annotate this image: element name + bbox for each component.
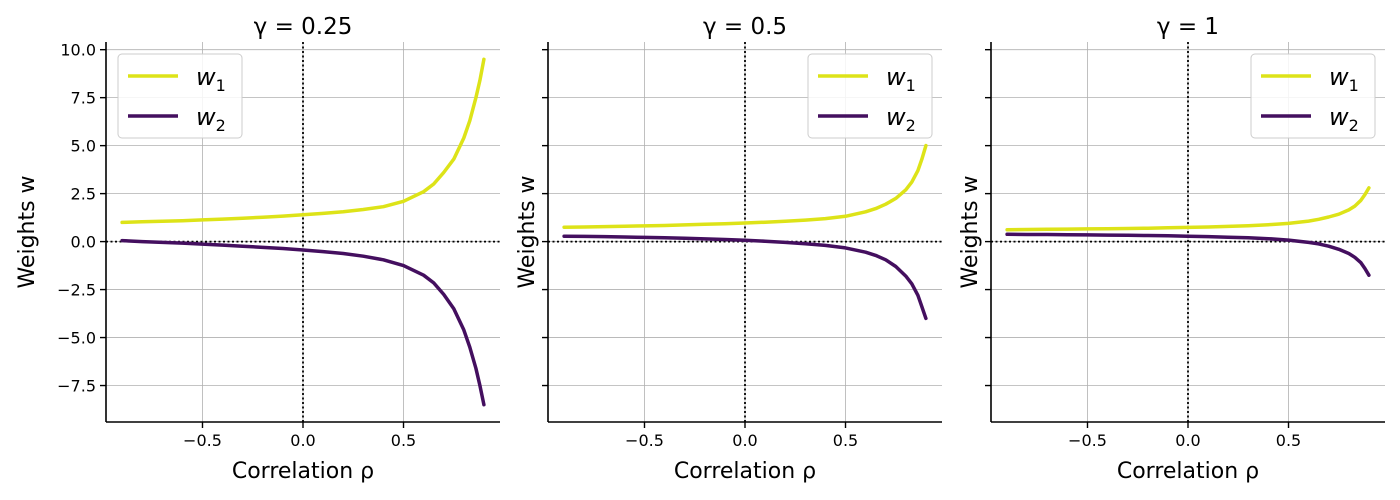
x-axis-title: Correlation ρ [674,459,816,484]
chart-title: γ = 1 [1157,14,1219,40]
legend-label-w1: w1 [886,63,916,95]
y-tick-label: 0.0 [71,233,96,252]
chart-panel-2: −0.5 0.0 0.5 γ = 0.5 Correlation ρ Weights w w… [515,14,942,484]
x-tick-label: −0.5 [625,431,664,450]
chart-title: γ = 0.25 [254,14,353,40]
series-line-w1 [562,143,928,229]
series-line-w2 [562,234,928,321]
series-line-w1 [120,57,486,225]
x-axis-title: Correlation ρ [232,459,374,484]
x-tick-label: 0.5 [391,431,416,450]
legend-label-w2: w2 [1329,103,1359,135]
chart-panel-1: −0.5 0.0 0.5 −7.5 −5.0 −2.5 0.0 2.5 5.0 7.5 10.0 γ … [15,14,500,484]
y-tick-label: 5.0 [71,137,96,156]
series-line-w2 [1005,232,1371,277]
y-tick-label: 7.5 [71,89,96,108]
y-axis-title: Weights w [15,175,40,288]
y-tick-label: 10.0 [60,41,96,60]
series-line-w2 [120,238,486,407]
chart-title: γ = 0.5 [703,14,787,40]
legend-label-w1: w1 [196,63,226,95]
x-axis-title: Correlation ρ [1117,459,1259,484]
x-tick-label: −0.5 [1068,431,1107,450]
y-tick-label: 2.5 [71,185,96,204]
x-tick-label: 0.0 [732,431,757,450]
x-tick-label: 0.0 [1175,431,1200,450]
y-axis-title: Weights w [958,175,983,288]
y-tick-label: −7.5 [57,377,96,396]
y-axis-title: Weights w [515,175,540,288]
x-tick-label: 0.5 [1276,431,1301,450]
x-tick-label: −0.5 [183,431,222,450]
legend-label-w2: w2 [196,103,226,135]
x-tick-label: 0.0 [290,431,315,450]
legend-label-w1: w1 [1329,63,1359,95]
y-tick-label: −2.5 [57,281,96,300]
legend-label-w2: w2 [886,103,916,135]
series-line-w1 [1005,186,1371,232]
x-tick-label: 0.5 [833,431,858,450]
y-tick-label: −5.0 [57,329,96,348]
